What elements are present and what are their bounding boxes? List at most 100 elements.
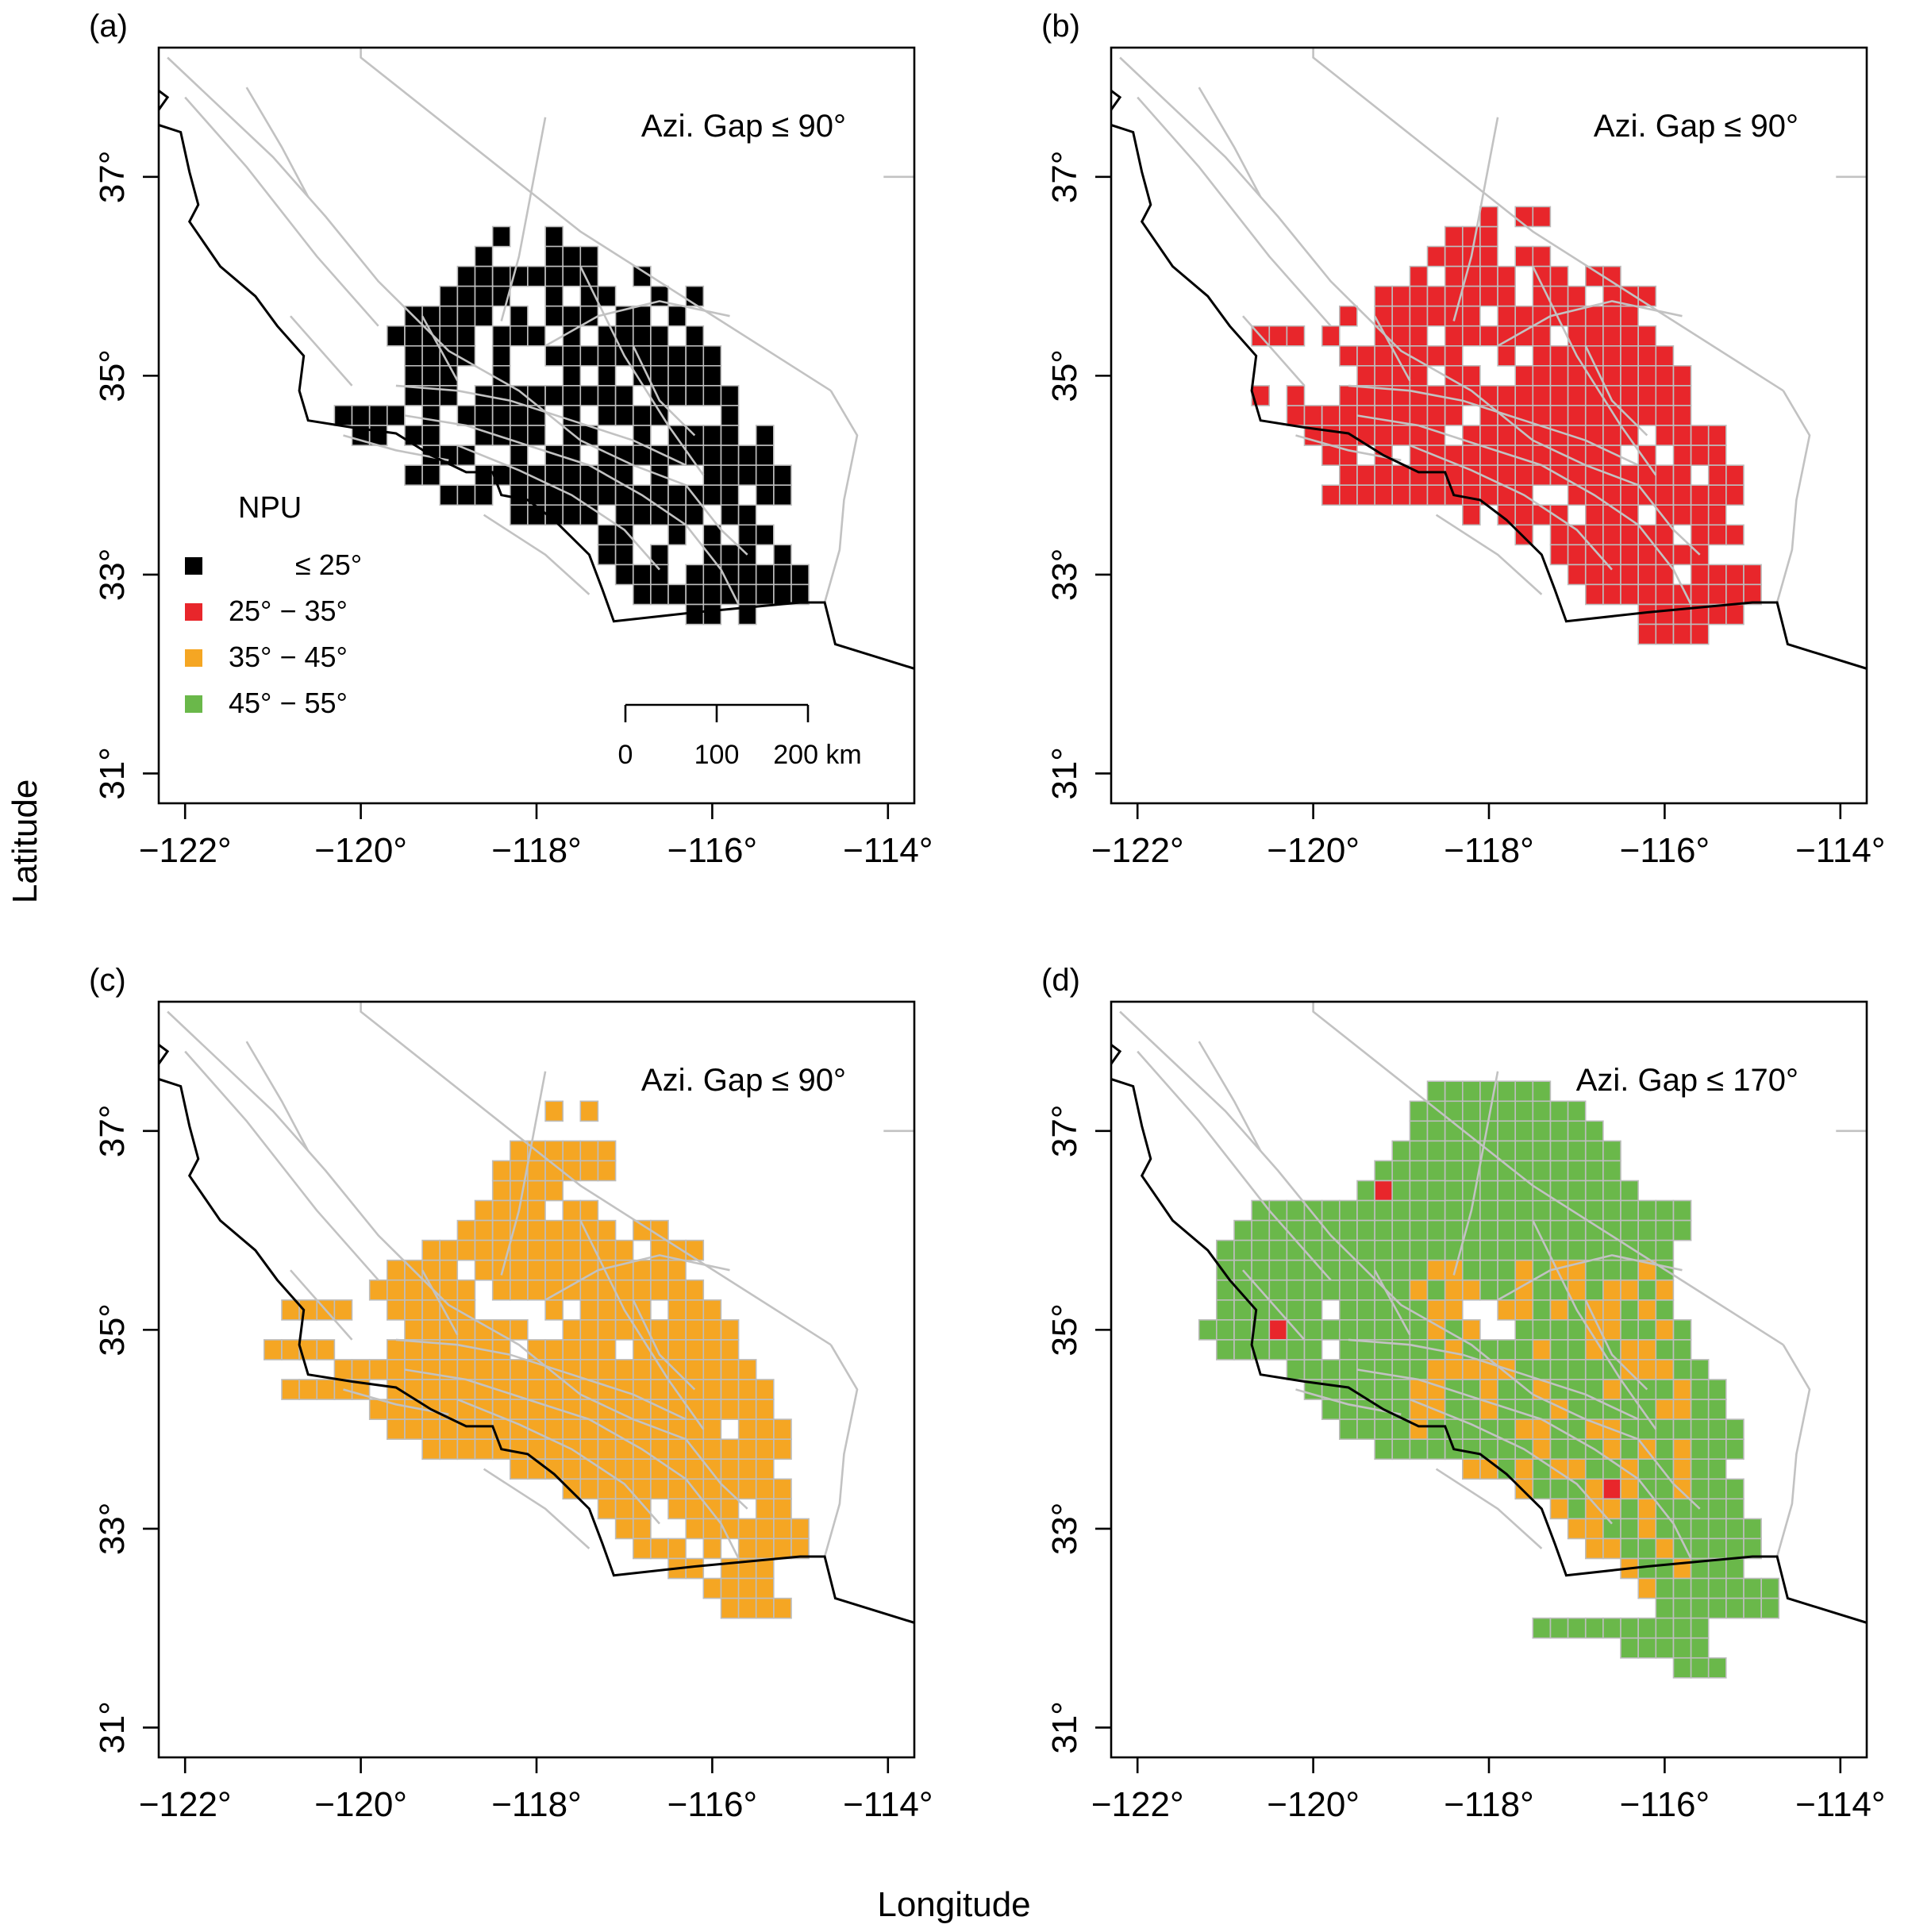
grid-cell (1339, 484, 1358, 506)
grid-cell (1620, 385, 1639, 406)
panel-d-axes: −122° −120° −118° −116° −114° 31° 33° 35° 37° (1045, 1105, 1886, 1824)
fault-line (1584, 1299, 1648, 1391)
grid-cell (702, 1319, 722, 1341)
grid-cell (368, 405, 388, 426)
fault-line (404, 414, 740, 606)
grid-cell (368, 1359, 388, 1380)
grid-cell (491, 385, 511, 406)
grid-cell (597, 1219, 617, 1241)
grid-cell (1585, 305, 1604, 327)
grid-cell (1567, 564, 1587, 586)
grid-cell (685, 1557, 705, 1580)
grid-cell (685, 1458, 705, 1480)
grid-cell (1637, 1219, 1657, 1241)
grid-cell (755, 583, 775, 606)
fault-line (245, 87, 310, 198)
grid-cell (702, 583, 722, 606)
grid-cell (1585, 265, 1604, 287)
grid-cell (579, 1140, 599, 1162)
grid-cell (1514, 1458, 1534, 1480)
grid-cell (1462, 1140, 1481, 1162)
grid-cell (1707, 524, 1727, 546)
grid-cell (1637, 344, 1657, 367)
grid-cell (1409, 1140, 1429, 1162)
grid-cell (1514, 1418, 1534, 1440)
grid-cell (1426, 1359, 1446, 1380)
grid-cell (632, 1279, 652, 1301)
grid-cell (667, 583, 687, 606)
grid-cell (667, 1399, 687, 1420)
grid-cell (579, 385, 599, 406)
grid-cell (685, 385, 705, 406)
grid-cell (1426, 1418, 1446, 1440)
scale-label-0: 0 (618, 740, 633, 770)
grid-cell (456, 325, 476, 347)
grid-cell (1549, 1498, 1569, 1520)
grid-cell (1672, 1597, 1692, 1619)
grid-cell (527, 1259, 546, 1281)
grid-cell (737, 564, 757, 586)
grid-cell (1374, 364, 1393, 387)
grid-cell (1497, 265, 1516, 287)
grid-cell (404, 1418, 423, 1440)
grid-cell (702, 1399, 722, 1420)
grid-cell (386, 1359, 406, 1380)
grid-cell (650, 564, 669, 586)
state-boundary (360, 1002, 832, 1346)
grid-cell (1602, 325, 1621, 347)
grid-cell (404, 325, 423, 347)
grid-cell (544, 305, 564, 327)
grid-cell (439, 1399, 459, 1420)
grid-cell (720, 504, 740, 526)
grid-cell (1567, 1239, 1587, 1261)
panel-c-coastline (159, 1043, 914, 1624)
grid-cell (544, 1379, 564, 1400)
grid-cell (702, 603, 722, 625)
grid-cell (474, 1239, 494, 1261)
grid-cell (1251, 1219, 1270, 1241)
grid-cell (1391, 285, 1411, 307)
grid-cell (1637, 1557, 1657, 1580)
panel-a-map (159, 48, 914, 670)
grid-cell (1374, 1299, 1393, 1321)
grid-cell (755, 445, 775, 466)
grid-cell (1655, 1538, 1675, 1560)
grid-cell (1585, 1219, 1604, 1241)
grid-cell (614, 564, 634, 586)
grid-cell (1479, 325, 1498, 347)
grid-cell (773, 1538, 792, 1560)
grid-cell (632, 564, 652, 586)
grid-cell (597, 405, 617, 426)
grid-cell (1497, 1080, 1516, 1103)
grid-cell (1409, 405, 1429, 426)
grid-cell (1216, 1339, 1235, 1360)
grid-cell (720, 1498, 740, 1520)
grid-cell (509, 1140, 529, 1162)
grid-cell (685, 583, 705, 606)
grid-cell (579, 1259, 599, 1281)
grid-cell (1602, 364, 1621, 387)
grid-cell (737, 524, 757, 546)
grid-cell (316, 1339, 336, 1360)
grid-cell (755, 1458, 775, 1480)
x-tick-label: −114° (1795, 831, 1885, 870)
grid-cell (491, 325, 511, 347)
grid-cell (1303, 1259, 1323, 1281)
grid-cell (1233, 1239, 1252, 1261)
grid-cell (544, 484, 564, 506)
legend-label-4: 45° − 55° (229, 687, 348, 719)
grid-cell (1426, 1319, 1446, 1341)
grid-cell (1479, 1279, 1498, 1301)
grid-cell (1707, 504, 1727, 526)
grid-cell (456, 1339, 476, 1360)
grid-cell (1620, 1438, 1639, 1461)
grid-cell (650, 364, 669, 387)
grid-cell (685, 1498, 705, 1520)
grid-cell (1655, 544, 1675, 566)
grid-cell (544, 265, 564, 287)
fault-line (1373, 1269, 1411, 1336)
grid-cell (1268, 1279, 1288, 1301)
grid-cell (1426, 1438, 1446, 1461)
grid-cell (1497, 1140, 1516, 1162)
grid-cell (1479, 1239, 1498, 1261)
